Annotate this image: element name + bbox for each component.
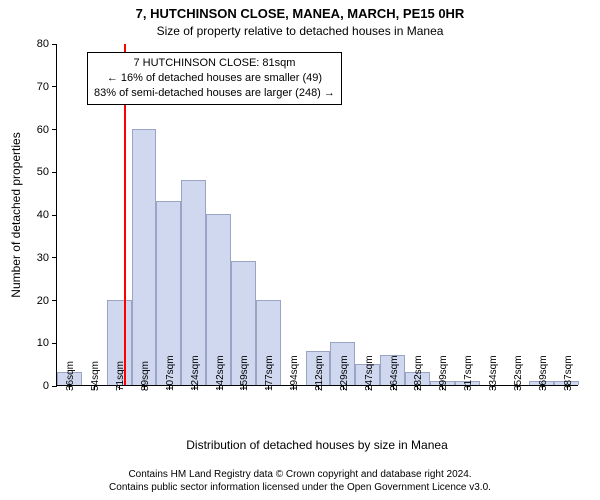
x-tick-label: 247sqm [364,355,375,391]
x-tick-label: 159sqm [239,355,250,391]
y-tick [52,129,57,130]
annotation-line-3: 83% of semi-detached houses are larger (… [94,86,335,101]
y-tick [52,257,57,258]
y-tick [52,386,57,387]
x-tick-label: 334sqm [488,355,499,391]
x-tick-label: 352sqm [513,355,524,391]
x-tick-label: 387sqm [563,355,574,391]
x-tick-label: 299sqm [438,355,449,391]
y-axis-label: Number of detached properties [9,132,23,297]
y-tick [52,44,57,45]
x-tick-label: 142sqm [215,355,226,391]
x-tick-label: 124sqm [190,355,201,391]
y-tick [52,86,57,87]
y-tick-label: 40 [37,209,49,221]
y-tick-label: 80 [37,38,49,50]
x-tick-label: 36sqm [65,361,76,391]
x-tick-label: 212sqm [314,355,325,391]
y-tick-label: 60 [37,124,49,136]
y-tick-label: 10 [37,337,49,349]
y-tick-label: 30 [37,252,49,264]
x-tick-label: 229sqm [339,355,350,391]
histogram-bar [181,180,206,385]
x-tick-label: 264sqm [389,355,400,391]
plot-area: 0102030405060708036sqm54sqm71sqm89sqm107… [56,44,578,386]
x-axis-label: Distribution of detached houses by size … [56,438,578,452]
y-tick-label: 0 [43,380,49,392]
chart-title: 7, HUTCHINSON CLOSE, MANEA, MARCH, PE15 … [0,6,600,21]
histogram-bar [132,129,157,386]
footer-text: Contains HM Land Registry data © Crown c… [0,468,600,494]
y-tick-label: 50 [37,166,49,178]
x-tick-label: 317sqm [463,355,474,391]
x-tick-label: 177sqm [264,355,275,391]
footer-line-2: Contains public sector information licen… [0,481,600,494]
y-tick-label: 70 [37,81,49,93]
annotation-line-2: ← 16% of detached houses are smaller (49… [94,71,335,86]
chart-subtitle: Size of property relative to detached ho… [0,24,600,38]
annotation-line-1: 7 HUTCHINSON CLOSE: 81sqm [94,56,335,71]
x-tick-label: 369sqm [538,355,549,391]
annotation-box: 7 HUTCHINSON CLOSE: 81sqm ← 16% of detac… [87,52,342,105]
y-tick [52,343,57,344]
y-tick [52,300,57,301]
x-tick-label: 89sqm [140,361,151,391]
y-tick-label: 20 [37,295,49,307]
footer-line-1: Contains HM Land Registry data © Crown c… [0,468,600,481]
x-tick-label: 107sqm [165,355,176,391]
x-tick-label: 54sqm [90,361,101,391]
y-tick [52,215,57,216]
x-tick-label: 194sqm [289,355,300,391]
y-tick [52,172,57,173]
chart-container: 7, HUTCHINSON CLOSE, MANEA, MARCH, PE15 … [0,0,600,500]
x-tick-label: 282sqm [413,355,424,391]
